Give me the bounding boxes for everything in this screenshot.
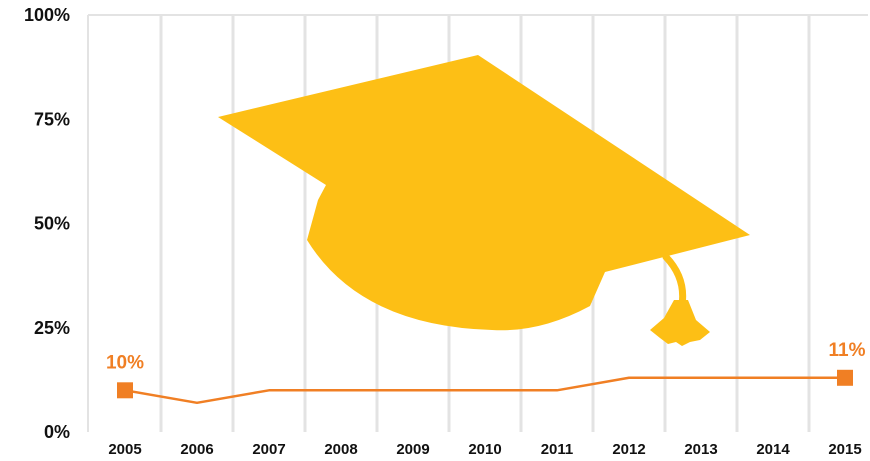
x-axis-ticks: 2005 2006 2007 2008 2009 2010 2011 2012 2013 2014… [108, 441, 861, 458]
x-tick-label: 2011 [541, 441, 574, 458]
x-tick-label: 2012 [612, 441, 645, 458]
y-tick-label: 0% [44, 422, 70, 442]
y-tick-label: 25% [34, 318, 70, 338]
y-tick-label: 50% [34, 214, 70, 234]
y-tick-label: 100% [24, 5, 70, 25]
x-tick-label: 2006 [180, 441, 213, 458]
x-tick-label: 2009 [396, 441, 429, 458]
series [117, 369, 853, 405]
x-tick-label: 2005 [108, 441, 141, 458]
y-tick-label: 75% [34, 109, 70, 129]
data-labels: 10% 11% [106, 340, 866, 374]
cap-tassel [650, 300, 710, 346]
data-label: 10% [106, 352, 144, 373]
x-tick-label: 2015 [828, 441, 861, 458]
x-tick-label: 2013 [684, 441, 717, 458]
x-tick-label: 2008 [324, 441, 357, 458]
graduation-cap-icon [218, 55, 750, 346]
x-tick-label: 2007 [252, 441, 285, 458]
data-label: 11% [829, 340, 866, 361]
y-axis-ticks: 0% 25% 50% 75% 100% [24, 5, 70, 442]
data-point-marker [117, 382, 133, 399]
x-tick-label: 2014 [756, 441, 790, 458]
cap-board [218, 55, 750, 331]
cap-tassel-cord [662, 253, 687, 309]
x-tick-label: 2010 [468, 441, 501, 458]
data-point-marker [837, 369, 853, 386]
